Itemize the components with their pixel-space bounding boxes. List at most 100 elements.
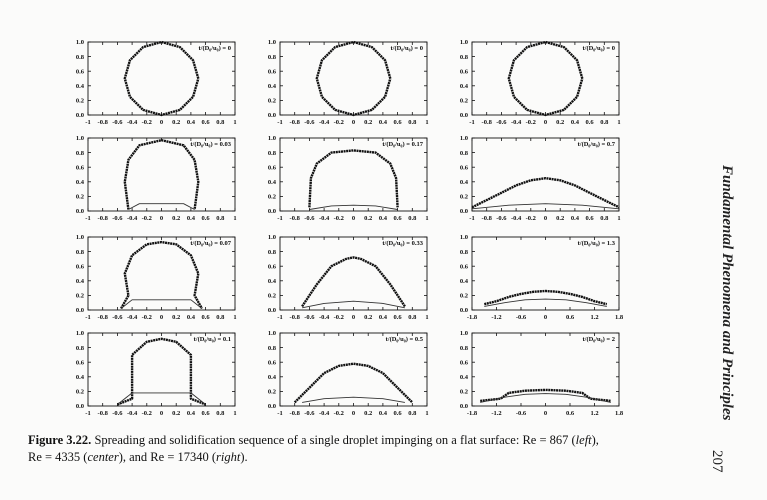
- plot-frame: [279, 41, 428, 116]
- y-tick-label: 0.6: [460, 164, 469, 171]
- y-tick-label: 1.0: [460, 234, 468, 241]
- x-tick-label: 0.6: [586, 119, 595, 126]
- solid-front: [120, 299, 203, 309]
- caption: Figure 3.22. Spreading and solidificatio…: [28, 432, 728, 466]
- y-tick-label: 0.6: [268, 263, 277, 270]
- y-tick-label: 1.0: [460, 39, 468, 46]
- x-tick-label: 0.4: [571, 119, 580, 126]
- y-tick-label: 1.0: [268, 135, 276, 142]
- x-tick-label: 0.2: [556, 215, 564, 222]
- y-tick-label: 0.8: [460, 54, 469, 61]
- x-tick-label: -0.4: [511, 215, 522, 222]
- x-tick-label: 0.6: [202, 410, 211, 417]
- x-tick-label: -0.6: [112, 215, 123, 222]
- time-annotation: t/(D₀/u₀) = 0: [198, 45, 231, 52]
- x-tick-label: 0.2: [172, 119, 180, 126]
- caption-text: ).: [240, 450, 248, 464]
- caption-text: Spreading and solidification sequence of…: [91, 433, 576, 447]
- x-tick-label: -0.6: [304, 119, 315, 126]
- caption-text: right: [216, 450, 241, 464]
- y-tick-label: 1.0: [268, 234, 276, 241]
- x-tick-label: -0.4: [127, 119, 138, 126]
- x-tick-label: 0.6: [394, 215, 403, 222]
- caption-text: left: [575, 433, 592, 447]
- y-tick-label: 0.0: [76, 112, 84, 119]
- x-tick-label: -1.2: [491, 314, 501, 321]
- x-tick-label: 1: [233, 119, 236, 126]
- y-tick-label: 0.2: [460, 293, 468, 300]
- y-tick-label: 0.4: [76, 278, 85, 285]
- x-tick-label: 0.4: [571, 215, 580, 222]
- y-tick-label: 0.8: [460, 150, 469, 157]
- solid-front: [128, 203, 195, 210]
- x-tick-label: 0: [544, 215, 547, 222]
- x-tick-label: 0.8: [216, 314, 225, 321]
- x-tick-label: 0.2: [364, 215, 372, 222]
- y-tick-label: 0.6: [76, 164, 85, 171]
- x-tick-label: 0.8: [408, 119, 417, 126]
- x-tick-label: -0.6: [112, 119, 123, 126]
- y-tick-label: 0.4: [76, 83, 85, 90]
- x-tick-label: 0.6: [566, 410, 575, 417]
- x-tick-label: -0.2: [142, 410, 152, 417]
- y-tick-label: 0.4: [460, 374, 469, 381]
- x-tick-label: -0.6: [516, 410, 527, 417]
- x-tick-label: 1: [425, 410, 428, 417]
- y-tick-label: 0.6: [460, 68, 469, 75]
- droplet-contour: [120, 240, 203, 310]
- x-tick-label: -0.2: [334, 215, 344, 222]
- x-tick-label: 0.4: [379, 314, 388, 321]
- solid-front: [302, 300, 405, 309]
- x-tick-label: 0.6: [202, 215, 211, 222]
- y-tick-label: 0.0: [268, 208, 276, 215]
- x-tick-label: 1.2: [590, 314, 598, 321]
- droplet-contour: [480, 388, 611, 403]
- y-tick-label: 0.6: [76, 68, 85, 75]
- y-tick-label: 0.0: [460, 208, 468, 215]
- x-tick-label: 0.4: [187, 119, 196, 126]
- x-tick-label: 0: [352, 119, 355, 126]
- plot-frame: [279, 332, 428, 407]
- x-tick-label: -1.8: [467, 410, 478, 417]
- time-annotation: t/(D₀/u₀) = 0.17: [382, 141, 423, 148]
- x-tick-label: 0: [352, 314, 355, 321]
- time-annotation: t/(D₀/u₀) = 2: [582, 336, 615, 343]
- x-tick-label: 0.2: [556, 119, 564, 126]
- y-tick-label: 0.0: [268, 112, 276, 119]
- x-tick-label: -0.8: [482, 119, 493, 126]
- x-tick-label: -0.8: [290, 119, 301, 126]
- x-tick-label: 0.4: [187, 215, 196, 222]
- x-tick-label: -1: [277, 410, 282, 417]
- x-tick-label: -0.8: [290, 314, 301, 321]
- y-tick-label: 0.4: [268, 374, 277, 381]
- droplet-contour: [123, 40, 200, 117]
- x-tick-label: 0.2: [172, 215, 180, 222]
- x-tick-label: -0.4: [127, 410, 138, 417]
- x-tick-label: -0.6: [304, 314, 315, 321]
- x-tick-label: -0.2: [142, 314, 152, 321]
- solid-front: [471, 203, 620, 210]
- y-tick-label: 1.0: [76, 135, 84, 142]
- x-tick-label: -1: [85, 215, 90, 222]
- y-tick-label: 0.4: [460, 179, 469, 186]
- plot-frame: [471, 41, 620, 116]
- y-tick-label: 0.2: [268, 293, 276, 300]
- x-tick-label: 0.8: [408, 215, 417, 222]
- x-tick-label: -0.6: [496, 119, 507, 126]
- x-tick-label: -0.6: [112, 410, 123, 417]
- x-tick-label: -0.8: [98, 314, 109, 321]
- y-tick-label: 0.4: [268, 83, 277, 90]
- x-tick-label: 0.4: [187, 314, 196, 321]
- y-tick-label: 0.2: [76, 98, 84, 105]
- y-tick-label: 1.0: [76, 39, 84, 46]
- y-tick-label: 0.2: [268, 389, 276, 396]
- caption-text: center: [87, 450, 119, 464]
- x-tick-label: 0.8: [216, 119, 225, 126]
- y-tick-label: 0.4: [268, 278, 277, 285]
- plot-frame: [87, 41, 236, 116]
- y-tick-label: 0.2: [76, 293, 84, 300]
- x-tick-label: -0.2: [526, 119, 536, 126]
- x-tick-label: 1.2: [590, 410, 598, 417]
- x-tick-label: 0.2: [364, 314, 372, 321]
- y-tick-label: 0.6: [460, 263, 469, 270]
